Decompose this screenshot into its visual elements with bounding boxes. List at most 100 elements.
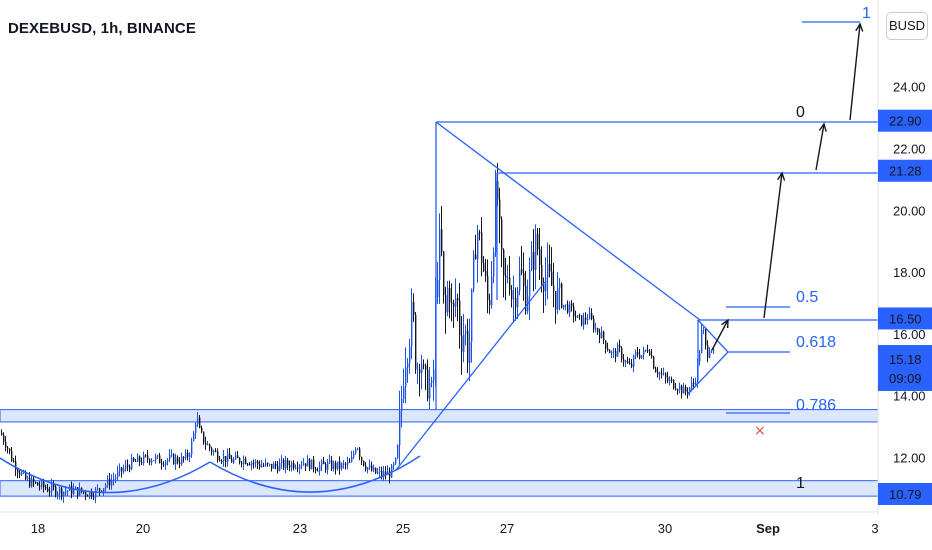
candle-body bbox=[37, 482, 39, 486]
candle-body bbox=[349, 461, 351, 463]
candle-body bbox=[397, 444, 399, 459]
candle-body bbox=[225, 455, 227, 463]
currency-button[interactable]: BUSD bbox=[886, 12, 928, 40]
x-tick-label-7: 3 bbox=[871, 521, 878, 536]
candle-body bbox=[683, 386, 685, 394]
candle-body bbox=[105, 485, 107, 489]
candle-body bbox=[671, 379, 673, 381]
candle-body bbox=[363, 460, 365, 466]
candle-body bbox=[563, 304, 565, 308]
candle-body bbox=[75, 487, 77, 489]
candle-body bbox=[279, 463, 281, 471]
candle-body bbox=[39, 485, 41, 487]
candle-body bbox=[673, 379, 675, 389]
candle-body bbox=[153, 460, 155, 462]
cross-marker: × bbox=[754, 423, 766, 439]
candle-body bbox=[581, 315, 583, 326]
candle-body bbox=[493, 252, 495, 277]
candle-body bbox=[577, 315, 579, 318]
candle-body bbox=[465, 330, 467, 335]
candle-body bbox=[431, 380, 433, 383]
candle-body bbox=[535, 233, 537, 270]
x-tick-label-1: 20 bbox=[136, 521, 150, 536]
candle-body bbox=[521, 269, 523, 273]
x-tick-label-2: 23 bbox=[293, 521, 307, 536]
candle-body bbox=[707, 345, 709, 358]
candle-body bbox=[477, 232, 479, 260]
candle-body bbox=[197, 417, 199, 425]
candle-body bbox=[173, 454, 175, 464]
candle-body bbox=[175, 457, 177, 464]
price-tag-label-2: 16.50 bbox=[889, 311, 922, 326]
candle-body bbox=[497, 180, 499, 200]
candle-body bbox=[597, 328, 599, 333]
candle-body bbox=[677, 389, 679, 391]
candle-body bbox=[257, 461, 259, 465]
candle-body bbox=[347, 461, 349, 465]
candle-body bbox=[13, 460, 15, 462]
candle-body bbox=[67, 490, 69, 492]
candle-body bbox=[41, 481, 43, 487]
candle-body bbox=[179, 462, 181, 465]
current-price-label: 15.18 bbox=[889, 352, 922, 367]
candle-body bbox=[43, 481, 45, 488]
candle-body bbox=[87, 495, 89, 497]
candle-body bbox=[25, 472, 27, 480]
candle-body bbox=[557, 287, 559, 310]
rounded-bottom-arc-left bbox=[0, 457, 211, 494]
candle-body bbox=[393, 463, 395, 466]
candle-body bbox=[271, 463, 273, 469]
candle-body bbox=[403, 386, 405, 400]
candle-body bbox=[491, 276, 493, 306]
candle-body bbox=[421, 364, 423, 374]
candle-body bbox=[635, 352, 637, 356]
candle-body bbox=[623, 359, 625, 363]
descending-trendline bbox=[435, 121, 701, 321]
candle-body bbox=[181, 456, 183, 465]
candle-body bbox=[311, 459, 313, 470]
candle-body bbox=[441, 229, 443, 252]
candle-body bbox=[183, 456, 185, 459]
candle-body bbox=[157, 455, 159, 457]
candle-body bbox=[289, 465, 291, 468]
candle-body bbox=[425, 365, 427, 370]
candle-body bbox=[429, 382, 431, 399]
candle-body bbox=[267, 462, 269, 465]
candle-body bbox=[593, 318, 595, 330]
candle-body bbox=[149, 459, 151, 463]
candle-body bbox=[691, 382, 693, 388]
candle-body bbox=[591, 312, 593, 319]
x-tick-label-0: 18 bbox=[31, 521, 45, 536]
candle-body bbox=[187, 453, 189, 457]
candle-body bbox=[77, 487, 79, 496]
candle-body bbox=[169, 455, 171, 460]
candle-body bbox=[339, 461, 341, 469]
candle-body bbox=[459, 300, 461, 336]
candle-body bbox=[211, 448, 213, 453]
candle-body bbox=[33, 478, 35, 483]
candle-body bbox=[253, 462, 255, 464]
price-tag-1 bbox=[878, 159, 932, 182]
candle-body bbox=[545, 277, 547, 292]
candle-body bbox=[283, 460, 285, 468]
candle-body bbox=[251, 462, 253, 466]
candle-body bbox=[83, 491, 85, 493]
candle-body bbox=[685, 386, 687, 392]
candle-body bbox=[61, 488, 63, 497]
triangle-lower bbox=[687, 351, 729, 395]
candle-body bbox=[277, 465, 279, 471]
candle-body bbox=[315, 468, 317, 471]
y-tick-label-2: 16.00 bbox=[893, 327, 926, 342]
candle-body bbox=[481, 232, 483, 263]
candle-body bbox=[351, 456, 353, 462]
candle-body bbox=[483, 262, 485, 272]
candle-body bbox=[405, 367, 407, 387]
candle-body bbox=[309, 459, 311, 470]
candle-body bbox=[605, 340, 607, 349]
fib-label-1: 0 bbox=[796, 104, 805, 121]
candle-body bbox=[687, 391, 689, 393]
candle-body bbox=[209, 444, 211, 449]
candle-body bbox=[329, 460, 331, 463]
x-tick-label-6: Sep bbox=[756, 521, 780, 536]
candle-body bbox=[217, 451, 219, 460]
